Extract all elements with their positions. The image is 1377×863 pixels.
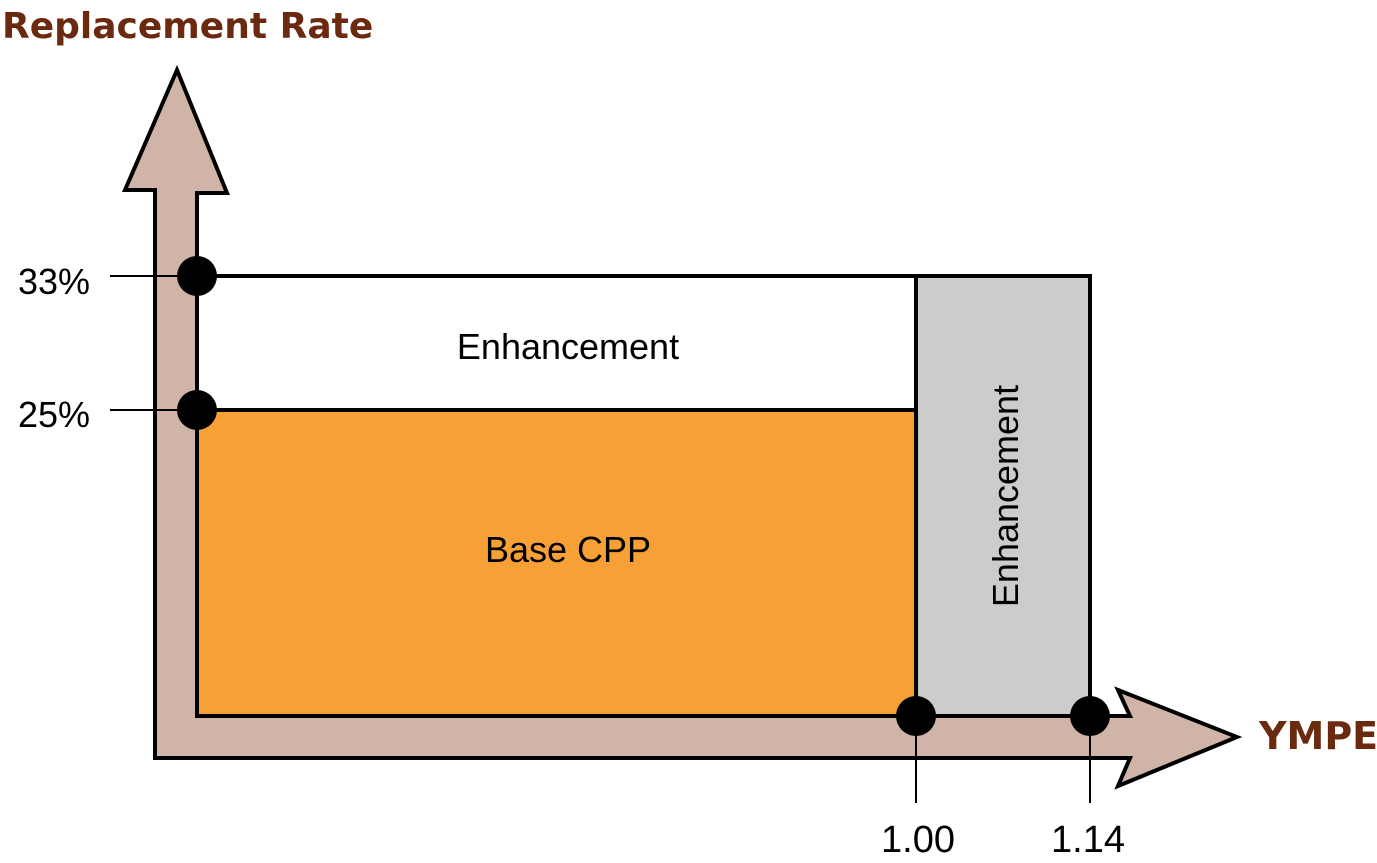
x-axis-title: YMPE bbox=[1258, 714, 1377, 758]
base-cpp-label: Base CPP bbox=[485, 529, 651, 570]
point-33 bbox=[177, 256, 217, 296]
x-tick-label-114: 1.14 bbox=[1051, 819, 1125, 861]
y-axis-title: Replacement Rate bbox=[2, 6, 373, 47]
point-114 bbox=[1070, 696, 1110, 736]
y-tick-label-25: 25% bbox=[18, 394, 90, 435]
point-100 bbox=[896, 696, 936, 736]
enhancement-top-label: Enhancement bbox=[457, 326, 679, 367]
base-cpp-region bbox=[195, 408, 918, 718]
point-25 bbox=[177, 390, 217, 430]
y-tick-label-33: 33% bbox=[18, 261, 90, 302]
x-tick-label-100: 1.00 bbox=[881, 819, 955, 861]
enhancement-side-label: Enhancement bbox=[985, 385, 1026, 607]
enhancement-side-region bbox=[914, 274, 1092, 718]
